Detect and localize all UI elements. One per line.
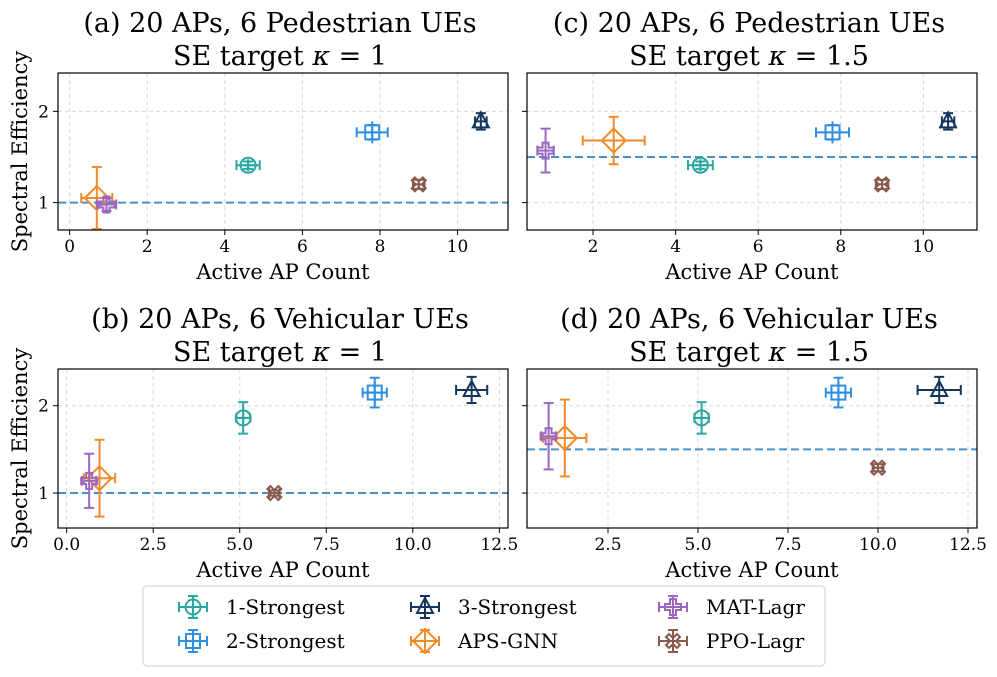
plot-frame: [526, 368, 978, 529]
legend-mat-lagr-marker: [664, 598, 682, 616]
panel-title-line1: (d) 20 APs, 6 Vehicular UEs: [560, 304, 938, 335]
x-axis-label: Active AP Count: [664, 558, 839, 582]
y-axis-label: Spectral Efficiency: [8, 348, 32, 550]
legend-1-strongest-marker: [184, 598, 202, 616]
point-mat-lagr-marker: [536, 141, 555, 160]
panel-title-line2: SE target κ = 1.5: [629, 41, 869, 72]
legend-1-strongest-label: 1-Strongest: [226, 595, 345, 619]
y-tick-label: 1: [38, 194, 49, 214]
legend-aps-gnn-marker: [411, 627, 439, 655]
y-tick-label: 1: [38, 484, 49, 504]
x-axis-label: Active AP Count: [195, 558, 370, 582]
x-tick-label: 8: [835, 237, 846, 257]
x-axis-label: Active AP Count: [195, 260, 370, 284]
title-prefix: SE target: [629, 41, 768, 72]
title-kappa: κ: [767, 41, 786, 72]
y-axis-label: Spectral Efficiency: [8, 51, 32, 253]
x-tick-label: 10.0: [859, 535, 897, 555]
x-tick-label: 0: [64, 237, 75, 257]
point-mat-lagr-marker: [97, 195, 116, 214]
legend-3-strongest-marker: [415, 595, 435, 614]
x-tick-label: 4: [219, 237, 230, 257]
legend-3-strongest-label: 3-Strongest: [458, 595, 577, 619]
point-1-strongest-marker: [239, 156, 257, 174]
title-prefix: SE target: [629, 337, 768, 368]
legend-ppo-lagr-label: PPO-Lagr: [706, 629, 805, 653]
x-tick-label: 10.0: [394, 535, 432, 555]
point-mat-lagr-marker: [80, 471, 99, 490]
x-tick-label: 10: [913, 237, 935, 257]
legend-2-strongest-label: 2-Strongest: [226, 629, 345, 653]
x-tick-label: 7.5: [774, 535, 801, 555]
panel-title-line2: SE target κ = 1.5: [629, 337, 869, 368]
point-1-strongest-marker: [693, 409, 711, 427]
point-ppo-lagr-marker: [873, 175, 891, 193]
x-tick-label: 7.5: [313, 535, 340, 555]
title-kappa: κ: [767, 337, 786, 368]
x-tick-label: 0.0: [53, 535, 80, 555]
legend-aps-gnn-label: APS-GNN: [457, 629, 558, 653]
point-ppo-lagr-marker: [265, 484, 283, 502]
panel-title-line1: (a) 20 APs, 6 Pedestrian UEs: [83, 8, 476, 39]
x-tick-label: 5.0: [684, 535, 711, 555]
point-aps-gnn-marker: [83, 184, 111, 212]
plot-frame: [57, 72, 509, 231]
title-suffix: = 1.5: [786, 337, 869, 368]
x-tick-label: 2: [588, 237, 599, 257]
title-prefix: SE target: [173, 41, 312, 72]
x-tick-label: 2.5: [140, 535, 167, 555]
x-tick-label: 4: [670, 237, 681, 257]
x-tick-label: 10: [447, 237, 469, 257]
point-ppo-lagr-marker: [410, 175, 428, 193]
plot-frame: [57, 368, 509, 529]
title-prefix: SE target: [173, 337, 312, 368]
point-ppo-lagr-marker: [869, 459, 887, 477]
panel-title-line1: (c) 20 APs, 6 Pedestrian UEs: [553, 8, 945, 39]
x-tick-label: 2: [142, 237, 153, 257]
title-suffix: = 1: [330, 337, 387, 368]
point-3-strongest-marker: [471, 110, 491, 129]
x-tick-label: 2.5: [594, 535, 621, 555]
legend-ppo-lagr-marker: [664, 632, 682, 650]
x-tick-label: 12.5: [949, 535, 987, 555]
title-kappa: κ: [311, 337, 330, 368]
point-mat-lagr-marker: [539, 427, 558, 446]
legend-frame: [142, 585, 826, 667]
y-tick-label: 2: [38, 102, 49, 122]
x-tick-label: 6: [753, 237, 764, 257]
x-tick-label: 5.0: [226, 535, 253, 555]
x-tick-label: 8: [375, 237, 386, 257]
panel-title-line2: SE target κ = 1: [173, 41, 387, 72]
point-3-strongest-marker: [461, 378, 482, 397]
panel-title-line2: SE target κ = 1: [173, 337, 387, 368]
point-3-strongest-marker: [929, 378, 949, 397]
title-kappa: κ: [311, 41, 330, 72]
x-tick-label: 6: [297, 237, 308, 257]
panel-title-line1: (b) 20 APs, 6 Vehicular UEs: [91, 304, 469, 335]
x-tick-label: 12.5: [480, 535, 518, 555]
plot-frame: [526, 72, 978, 231]
point-1-strongest-marker: [234, 409, 252, 427]
y-tick-label: 2: [38, 397, 49, 417]
legend-mat-lagr-label: MAT-Lagr: [706, 595, 805, 619]
legend: 1-Strongest 2-Strongest 3-Strongest APS-GNN…: [142, 585, 826, 667]
title-suffix: = 1: [330, 41, 387, 72]
point-aps-gnn-marker: [600, 127, 628, 154]
point-1-strongest-marker: [691, 156, 709, 174]
title-suffix: = 1.5: [786, 41, 869, 72]
point-3-strongest-marker: [938, 110, 958, 129]
x-axis-label: Active AP Count: [664, 260, 839, 284]
